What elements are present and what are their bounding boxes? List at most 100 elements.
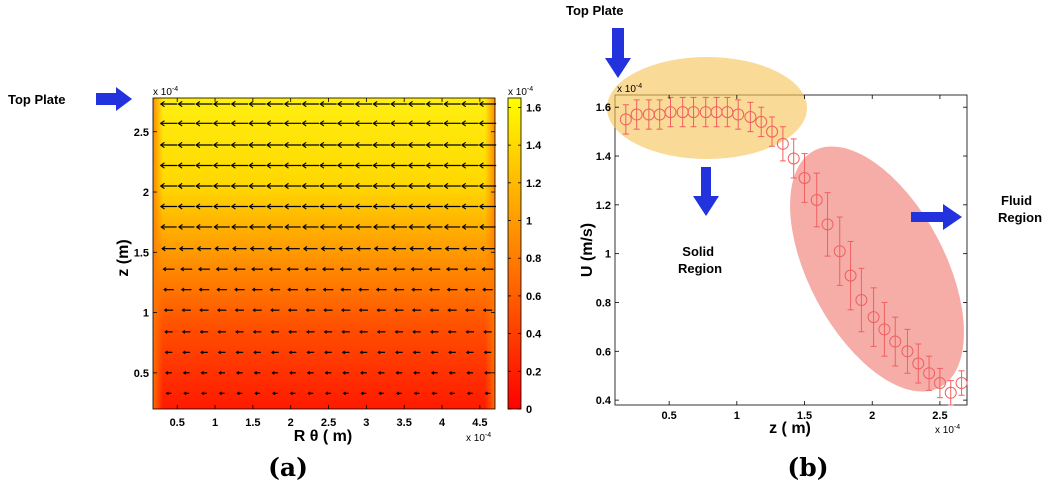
velocity-vector-head xyxy=(425,203,431,210)
velocity-vector-head xyxy=(304,266,309,272)
velocity-vector-head xyxy=(248,120,254,127)
velocity-vector-head xyxy=(270,330,274,334)
x-tick-label: 2 xyxy=(288,417,294,429)
x-tick-label: 1.5 xyxy=(245,417,260,429)
velocity-vector-head xyxy=(230,182,236,190)
data-point xyxy=(630,108,643,121)
velocity-vector-head xyxy=(270,308,274,313)
velocity-vector-head xyxy=(195,100,201,108)
velocity-vector-head xyxy=(394,350,399,355)
data-point xyxy=(833,245,846,258)
velocity-vector-head xyxy=(377,350,381,355)
velocity-vector-head xyxy=(320,246,326,252)
velocity-vector-head xyxy=(390,203,396,210)
y-tick-label: 1.2 xyxy=(596,200,611,212)
velocity-vector-head xyxy=(390,162,396,169)
velocity-vector-head xyxy=(234,287,238,292)
velocity-vector-head xyxy=(230,162,236,169)
velocity-vector-head xyxy=(181,308,185,313)
data-points xyxy=(619,96,968,406)
velocity-vector-head xyxy=(162,266,167,272)
velocity-vector-head xyxy=(200,370,204,375)
velocity-vector-head xyxy=(251,287,256,292)
velocity-vector-head xyxy=(413,370,417,375)
velocity-vector-head xyxy=(252,330,257,334)
velocity-vector-head xyxy=(213,203,219,210)
top-plate-arrow-right-icon xyxy=(605,28,631,78)
velocity-vector-head xyxy=(182,350,186,355)
velocity-vector-head xyxy=(178,246,184,252)
velocity-vector-head xyxy=(377,370,382,375)
velocity-vector-head xyxy=(461,203,467,210)
data-point xyxy=(766,125,779,138)
velocity-vector-head xyxy=(478,162,484,169)
velocity-vector-head xyxy=(465,308,469,313)
panel-b-x-multiplier: x 10-4 xyxy=(935,424,960,436)
velocity-vector-head xyxy=(302,246,308,252)
top-plate-label-left: Top Plate xyxy=(8,92,66,107)
velocity-vector-head xyxy=(378,391,382,396)
velocity-vector-head xyxy=(183,391,187,396)
velocity-vector-head xyxy=(373,246,379,252)
velocity-vector-head xyxy=(196,246,201,252)
velocity-vector-head xyxy=(341,330,345,334)
colorbar-tick-label: 0.8 xyxy=(526,253,541,265)
colorbar-tick-label: 1 xyxy=(526,216,532,228)
colorbar: 0 0.2 0.4 0.6 0.8 1 1.2 1.4 1.6 x 10-4 xyxy=(507,86,542,416)
velocity-vector-head xyxy=(341,350,346,355)
velocity-vector-head xyxy=(159,203,165,210)
velocity-vector-head xyxy=(304,287,309,292)
velocity-vector-head xyxy=(215,266,220,272)
velocity-vector-head xyxy=(218,391,222,396)
y-tick-label: 0.4 xyxy=(596,395,612,407)
velocity-vector-head xyxy=(462,246,467,252)
velocity-vector-head xyxy=(266,100,272,108)
velocity-vector-head xyxy=(248,203,254,210)
velocity-vector-head xyxy=(354,100,360,108)
velocity-vector-head xyxy=(161,246,166,252)
velocity-vector-head xyxy=(177,203,183,210)
y-tick-label: 2.5 xyxy=(134,127,149,139)
velocity-vector-head xyxy=(407,141,413,149)
x-tick-label: 3.5 xyxy=(397,417,412,429)
velocity-vector-head xyxy=(231,224,236,230)
velocity-vector-head xyxy=(359,350,363,355)
velocity-vector-head xyxy=(164,350,168,355)
velocity-vector-head xyxy=(266,203,272,210)
panel-a-x-multiplier: x 10-4 xyxy=(466,432,491,444)
velocity-vector-head xyxy=(319,141,325,149)
velocity-vector-head xyxy=(354,162,360,169)
velocity-vector-head xyxy=(324,370,328,375)
velocity-vector-head xyxy=(159,120,165,127)
colorbar-tick-label: 0.2 xyxy=(526,366,541,378)
panel-b-ticks: 0.5 1 1.5 2 2.5 0.4 0.6 0.8 1 1.2 1.4 1.6 xyxy=(596,95,967,422)
velocity-vector-head xyxy=(164,330,168,334)
data-point xyxy=(955,377,968,390)
velocity-vector-head xyxy=(409,246,414,252)
velocity-vector-head xyxy=(283,203,289,210)
velocity-vector-head xyxy=(483,330,487,334)
velocity-vector-head xyxy=(302,224,307,230)
velocity-vector-head xyxy=(482,287,486,292)
y-tick-label: 1.4 xyxy=(596,151,612,163)
velocity-vector-head xyxy=(338,246,343,252)
velocity-vector-head xyxy=(336,162,342,169)
velocity-vector-head xyxy=(430,350,434,355)
colorbar-ticks: 0 0.2 0.4 0.6 0.8 1 1.2 1.4 1.6 xyxy=(508,102,542,416)
fluid-region-ellipse xyxy=(790,146,964,392)
velocity-vector-head xyxy=(182,370,187,375)
velocity-vector-head xyxy=(425,162,431,169)
x-tick-label: 2.5 xyxy=(932,410,947,422)
data-point xyxy=(776,137,789,150)
velocity-vector-head xyxy=(340,308,345,313)
velocity-vector-head xyxy=(177,162,183,169)
velocity-vector-head xyxy=(254,391,258,396)
velocity-vector-head xyxy=(336,141,342,149)
velocity-vector-head xyxy=(412,330,416,334)
data-point xyxy=(867,311,880,324)
velocity-vector-head xyxy=(235,370,240,375)
velocity-vector-head xyxy=(448,370,452,375)
velocity-vector-head xyxy=(230,100,236,108)
velocity-vector-head xyxy=(321,266,326,272)
panel-a-heatmap: 0.5 1 1.5 2 2.5 3 3.5 4 4.5 0.5 1 1.5 2 2.5 x 10-4 x … xyxy=(115,86,497,482)
